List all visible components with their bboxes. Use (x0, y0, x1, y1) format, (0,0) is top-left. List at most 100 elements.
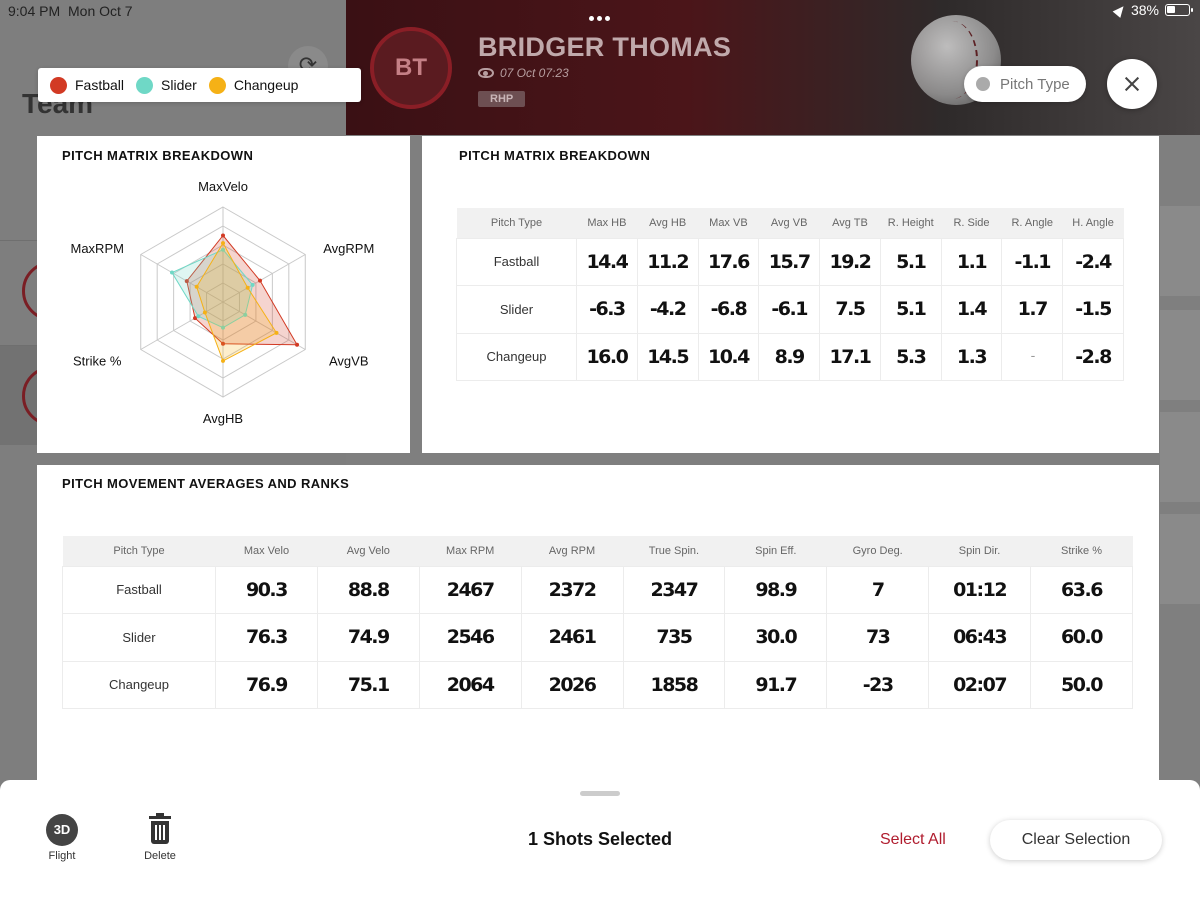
table-cell: 60.0 (1030, 613, 1133, 662)
radar-point (245, 285, 250, 290)
table-cell: 30.0 (724, 613, 828, 662)
table-cell: 8.9 (758, 332, 821, 381)
table-cell: 5.1 (879, 237, 942, 286)
radar-point (184, 279, 189, 284)
table-row: Slider -6.3 -4.2 -6.8 -6.1 7.5 5.1 1.4 1.7 -1.5 (456, 285, 1124, 334)
column-header: R. Side (941, 208, 1002, 238)
flight-3d-icon[interactable]: 3D (46, 814, 78, 846)
table-cell: 14.4 (576, 237, 638, 286)
table-cell: 88.8 (316, 565, 420, 614)
table-cell: 2461 (520, 613, 624, 662)
column-header: H. Angle (1062, 208, 1124, 238)
legend-label: Slider (161, 77, 197, 93)
table-cell: -2.4 (1062, 237, 1124, 286)
battery-percent: 38% (1130, 2, 1159, 18)
select-all-button[interactable]: Select All (880, 831, 946, 848)
column-header: Max Velo (215, 536, 318, 566)
row-pitch-type: Fastball (62, 565, 216, 614)
multitask-dots-icon[interactable] (589, 8, 613, 24)
status-bar: 9:04 PM Mon Oct 7 38% (0, 0, 1200, 22)
eye-icon (478, 68, 494, 78)
table-cell: 15.7 (758, 237, 821, 286)
radar-point (169, 270, 174, 275)
radar-point (221, 325, 225, 330)
table-cell: 06:43 (928, 613, 1031, 662)
table-cell: 75.1 (316, 660, 420, 709)
table-cell: -23 (826, 660, 930, 709)
table-cell: 1.3 (940, 332, 1003, 381)
radar-axis-label: AvgHB (203, 411, 243, 426)
table-cell: 11.2 (636, 237, 699, 286)
row-pitch-type: Changeup (456, 332, 577, 381)
legend-item-changeup: Changeup (208, 76, 298, 94)
column-header: Avg HB (637, 208, 699, 238)
column-header: R. Angle (1001, 208, 1063, 238)
player-meta: 07 Oct 07:23 (478, 66, 569, 80)
column-header: Max RPM (419, 536, 522, 566)
column-header: Gyro Deg. (826, 536, 929, 566)
radar-point (250, 282, 255, 287)
table-cell: 74.9 (316, 613, 420, 662)
radar-axis-label: Strike % (73, 354, 122, 369)
radar-spoke (222, 254, 306, 303)
radar-axis-label: MaxVelo (198, 179, 248, 194)
pitch-type-dot-icon (976, 77, 990, 91)
radar-point (258, 278, 263, 283)
flight-label[interactable]: Flight (48, 850, 76, 862)
table-cell: 90.3 (215, 565, 318, 614)
background-card (1160, 514, 1200, 604)
radar-point (221, 241, 225, 246)
table-cell: 1.4 (940, 285, 1003, 334)
table-cell: 735 (622, 613, 726, 662)
radar-spoke (140, 254, 224, 303)
row-pitch-type: Fastball (456, 237, 577, 286)
pitch-type-button[interactable]: Pitch Type (964, 66, 1086, 102)
table-cell: 7.5 (819, 285, 881, 334)
table-cell: -6.1 (758, 285, 821, 334)
table-cell: 5.1 (879, 285, 942, 334)
table-cell: -6.8 (697, 285, 760, 334)
table-row: Changeup 16.0 14.5 10.4 8.9 17.1 5.3 1.3- -2.8 (456, 332, 1124, 381)
table-cell: 63.6 (1030, 565, 1133, 614)
row-pitch-type: Changeup (62, 660, 216, 709)
table-cell: -2.8 (1062, 332, 1124, 381)
table-cell: 10.4 (697, 332, 760, 381)
clear-selection-button[interactable]: Clear Selection (990, 820, 1162, 860)
delete-label[interactable]: Delete (144, 850, 176, 862)
trash-icon[interactable] (149, 813, 171, 844)
movement-title: PITCH MOVEMENT AVERAGES AND RANKS (62, 476, 350, 491)
matrix-title: PITCH MATRIX BREAKDOWN (459, 148, 651, 163)
sheet-handle[interactable] (580, 791, 620, 796)
row-pitch-type: Slider (62, 613, 216, 662)
radar-spoke (140, 301, 224, 350)
player-name: BRIDGER THOMAS (478, 32, 732, 62)
table-cell: 76.9 (215, 660, 318, 709)
table-cell: 2026 (520, 660, 624, 709)
column-header: Avg Velo (317, 536, 420, 566)
position-badge: RHP (478, 91, 526, 107)
table-cell: -1.5 (1062, 285, 1124, 334)
table-cell: 73 (826, 613, 930, 662)
pitch-legend: Fastball Slider Changeup (38, 68, 361, 102)
column-header: Spin Dir. (928, 536, 1031, 566)
radar-axis-label: AvgVB (329, 354, 369, 369)
table-row: Slider 76.3 74.9 2546 2461 735 30.0 73 06:43 60.0 (62, 613, 1133, 662)
radar-point (193, 316, 198, 321)
close-button[interactable] (1107, 59, 1157, 109)
table-cell: -1.1 (1001, 237, 1064, 286)
column-header: R. Height (880, 208, 942, 238)
table-cell: 16.0 (576, 332, 638, 381)
table-cell: 1858 (622, 660, 726, 709)
table-row: Changeup 76.9 75.1 2064 2026 1858 91.7 -23 02:07… (62, 660, 1133, 709)
radar-axis-label: MaxRPM (71, 241, 124, 256)
table-cell: 2467 (418, 565, 522, 614)
radar-point (274, 330, 279, 335)
pitch-matrix-panel: PITCH MATRIX BREAKDOWN Pitch Type Max HB A… (422, 136, 1159, 453)
column-header: Pitch Type (62, 536, 216, 566)
radar-point (221, 341, 225, 346)
table-cell: 91.7 (724, 660, 828, 709)
status-date: Mon Oct 7 (68, 3, 133, 19)
table-row: Fastball 90.3 88.8 2467 2372 2347 98.9 7 01:12 63… (62, 565, 1133, 614)
table-cell: 19.2 (819, 237, 881, 286)
radar-point (202, 310, 207, 315)
